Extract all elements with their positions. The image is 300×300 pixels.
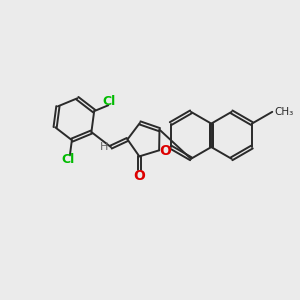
Text: CH₃: CH₃ (274, 107, 293, 117)
Text: Cl: Cl (103, 95, 116, 108)
Text: Cl: Cl (61, 153, 74, 166)
Text: H: H (100, 142, 108, 152)
Text: O: O (160, 145, 172, 158)
Text: O: O (134, 169, 145, 183)
